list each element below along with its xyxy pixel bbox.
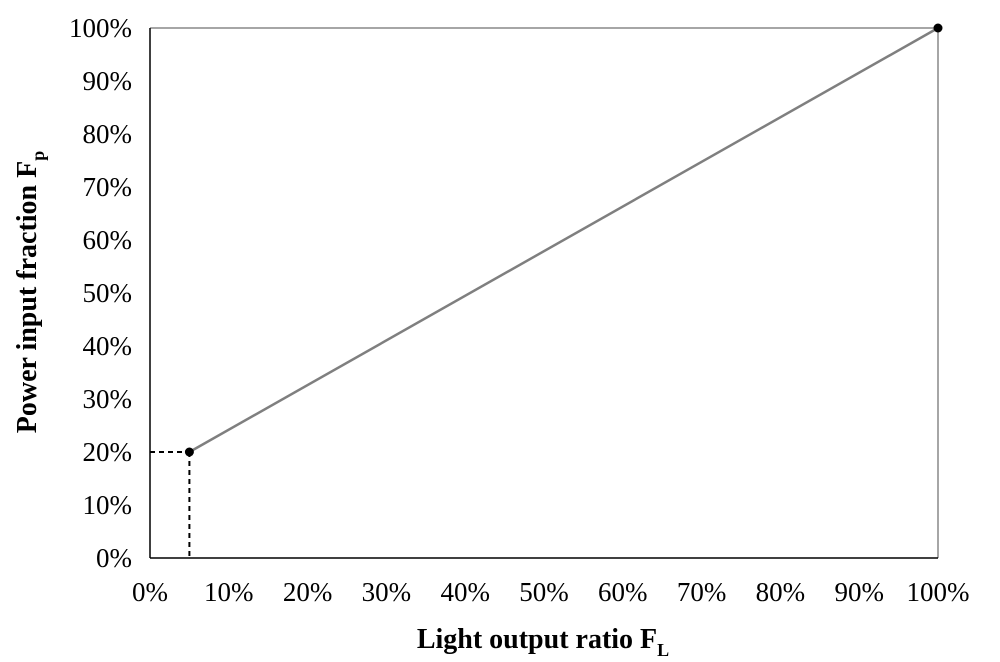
x-tick-label: 20% bbox=[283, 577, 333, 607]
x-tick-label: 90% bbox=[834, 577, 884, 607]
x-tick-label: 10% bbox=[204, 577, 254, 607]
data-series bbox=[184, 23, 943, 457]
x-tick-label: 30% bbox=[362, 577, 412, 607]
y-tick-labels: 0% 10% 20% 30% 40% 50% 60% 70% 80% 90% 100% bbox=[69, 13, 132, 573]
x-tick-label: 60% bbox=[598, 577, 648, 607]
y-tick-label: 30% bbox=[83, 384, 133, 414]
y-tick-label: 10% bbox=[83, 490, 133, 520]
x-tick-label: 100% bbox=[907, 577, 970, 607]
y-tick-label: 100% bbox=[69, 13, 132, 43]
y-tick-label: 90% bbox=[83, 66, 133, 96]
x-tick-label: 40% bbox=[440, 577, 490, 607]
x-tick-labels: 0% 10% 20% 30% 40% 50% 60% 70% 80% 90% 100% bbox=[132, 577, 970, 607]
y-tick-label: 20% bbox=[83, 437, 133, 467]
y-tick-label: 80% bbox=[83, 119, 133, 149]
x-tick-label: 80% bbox=[756, 577, 806, 607]
reference-lines bbox=[150, 451, 191, 558]
x-tick-label: 50% bbox=[519, 577, 569, 607]
x-tick-label: 0% bbox=[132, 577, 168, 607]
y-tick-label: 60% bbox=[83, 225, 133, 255]
series-line bbox=[188, 26, 939, 454]
x-tick-label: 70% bbox=[677, 577, 727, 607]
y-tick-label: 0% bbox=[96, 543, 132, 573]
y-tick-label: 70% bbox=[83, 172, 133, 202]
axes bbox=[149, 28, 938, 559]
y-tick-label: 50% bbox=[83, 278, 133, 308]
x-axis-title: Light output ratio FL bbox=[417, 624, 669, 660]
data-point-1 bbox=[184, 447, 194, 457]
y-tick-label: 40% bbox=[83, 331, 133, 361]
y-axis-title: Power input fraction Fp bbox=[12, 151, 48, 433]
plot-frame bbox=[150, 27, 939, 558]
data-point-2 bbox=[933, 23, 943, 33]
